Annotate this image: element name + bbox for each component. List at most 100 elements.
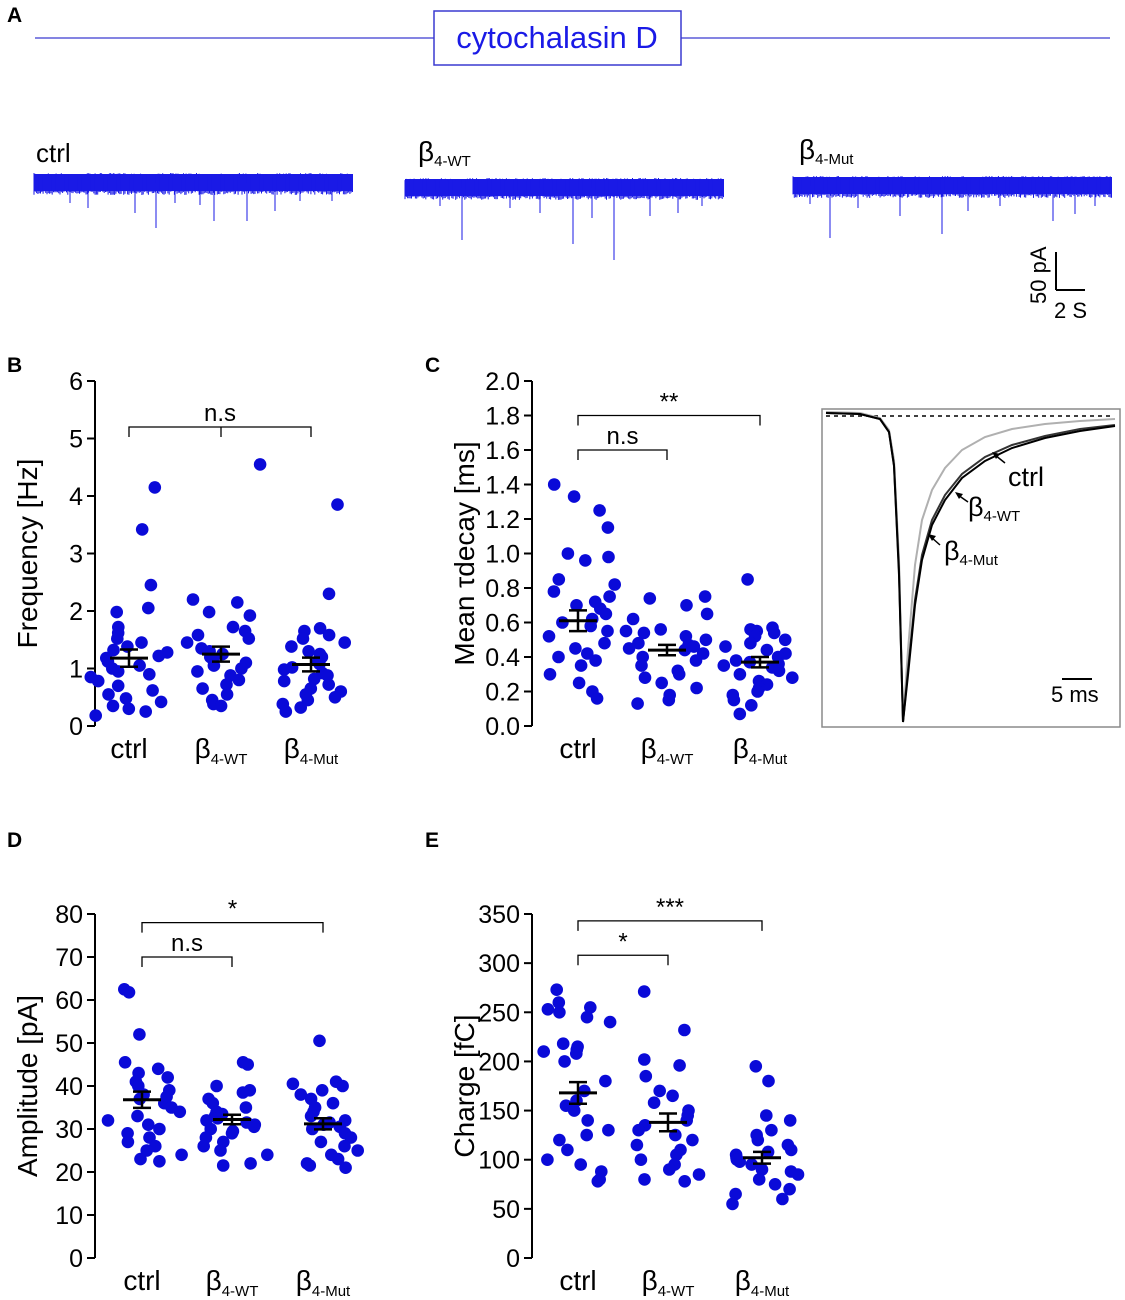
scale-bar: 50 pA 2 S xyxy=(1026,246,1087,323)
data-point xyxy=(749,1060,763,1073)
y-tick-label: 2.0 xyxy=(485,368,520,396)
data-point xyxy=(598,636,611,650)
data-point xyxy=(733,707,747,721)
data-point xyxy=(142,1118,155,1131)
x-category-label: β4-WT xyxy=(206,1265,259,1300)
data-point xyxy=(235,662,248,675)
data-point xyxy=(121,640,134,653)
data-point xyxy=(326,1096,340,1110)
data-point xyxy=(778,633,792,647)
data-point xyxy=(304,1109,318,1123)
chart-amplitude: 0 10 20 30 40 50 60 70 80 Amplitude [pA] ctrl β4-WT… xyxy=(12,896,365,1300)
inset-label-b4wt: β4-WT xyxy=(968,492,1020,525)
data-point xyxy=(784,1143,798,1157)
data-point xyxy=(580,1128,593,1142)
data-point xyxy=(783,1114,797,1127)
data-point xyxy=(197,1139,210,1153)
data-point xyxy=(733,668,747,681)
y-tick-label: 40 xyxy=(55,1073,83,1101)
trace-noise xyxy=(33,173,353,228)
data-point xyxy=(550,983,563,996)
significance-bracket xyxy=(577,414,761,426)
data-point xyxy=(552,650,565,664)
data-point xyxy=(569,642,582,655)
data-point xyxy=(153,1122,166,1136)
data-point xyxy=(765,1123,778,1137)
data-point xyxy=(344,1131,358,1144)
data-point xyxy=(638,1053,651,1066)
data-point xyxy=(277,674,291,688)
panel-label-a: A xyxy=(7,4,22,27)
data-point xyxy=(639,1069,653,1083)
significance-bracket xyxy=(141,921,324,933)
data-point xyxy=(133,659,146,672)
data-point xyxy=(570,599,583,612)
data-point xyxy=(336,1079,349,1093)
inset-arrowhead-ctrl xyxy=(992,452,1000,459)
data-point xyxy=(608,578,621,591)
trace-label-b4mut: β4-Mut xyxy=(799,134,854,168)
data-point xyxy=(225,1127,239,1140)
data-point xyxy=(655,676,668,690)
data-point xyxy=(331,498,344,511)
inset-trace-b4mut xyxy=(825,412,1116,723)
x-category-label: β4-Mut xyxy=(733,733,788,768)
y-tick-label: 200 xyxy=(478,1048,520,1076)
data-point xyxy=(118,1056,132,1069)
data-point xyxy=(261,1148,274,1162)
inset-arrowhead-b4mut xyxy=(928,534,936,541)
significance-bracket xyxy=(128,426,312,437)
data-point xyxy=(339,1161,352,1174)
data-point xyxy=(572,676,586,690)
data-point xyxy=(247,1120,261,1134)
data-point xyxy=(547,585,561,598)
data-point xyxy=(552,996,566,1009)
data-point xyxy=(638,671,652,684)
data-point xyxy=(729,1187,742,1201)
data-point xyxy=(231,596,244,609)
y-tick-label: 4 xyxy=(69,483,83,511)
trace-label-ctrl: ctrl xyxy=(36,138,71,168)
data-point xyxy=(699,633,713,647)
data-point xyxy=(210,1079,223,1093)
trace-noise xyxy=(404,178,724,260)
data-point xyxy=(647,1096,661,1109)
x-category-label: ctrl xyxy=(559,733,596,764)
data-point xyxy=(767,626,781,640)
data-point xyxy=(599,607,613,621)
data-point xyxy=(590,692,604,705)
inset-frame xyxy=(821,408,1121,728)
data-point xyxy=(733,1155,746,1168)
data-point xyxy=(686,1133,699,1147)
data-point xyxy=(726,1197,739,1211)
data-point xyxy=(135,636,148,649)
x-category-label: ctrl xyxy=(559,1265,596,1296)
data-point xyxy=(236,1086,250,1099)
data-point xyxy=(111,665,125,678)
data-point xyxy=(574,659,588,672)
data-point xyxy=(584,619,597,633)
inset-scale-label: 5 ms xyxy=(1051,682,1099,707)
data-point xyxy=(561,1143,574,1157)
significance-bracket xyxy=(141,956,233,967)
data-point xyxy=(556,616,569,629)
data-point xyxy=(591,1175,605,1188)
y-tick-label: 1.6 xyxy=(485,437,520,465)
data-point xyxy=(631,697,644,710)
data-point xyxy=(547,478,561,491)
data-point xyxy=(216,1159,230,1172)
current-traces xyxy=(33,173,1112,260)
data-point xyxy=(678,1175,691,1188)
data-point xyxy=(151,1062,165,1076)
data-point xyxy=(744,636,757,650)
y-tick-label: 1.0 xyxy=(485,541,520,569)
data-point xyxy=(102,688,115,701)
y-tick-label: 70 xyxy=(55,944,83,972)
inset-arrowhead-b4wt xyxy=(955,492,963,499)
data-point xyxy=(122,702,136,716)
y-axis-title: Frequency [Hz] xyxy=(12,459,43,649)
data-point xyxy=(321,669,334,682)
panel-a: A cytochalasin D ctrl β4-WT β4-Mut 50 pA… xyxy=(7,4,1112,323)
y-tick-label: 350 xyxy=(478,901,520,929)
data-point xyxy=(755,1163,769,1176)
